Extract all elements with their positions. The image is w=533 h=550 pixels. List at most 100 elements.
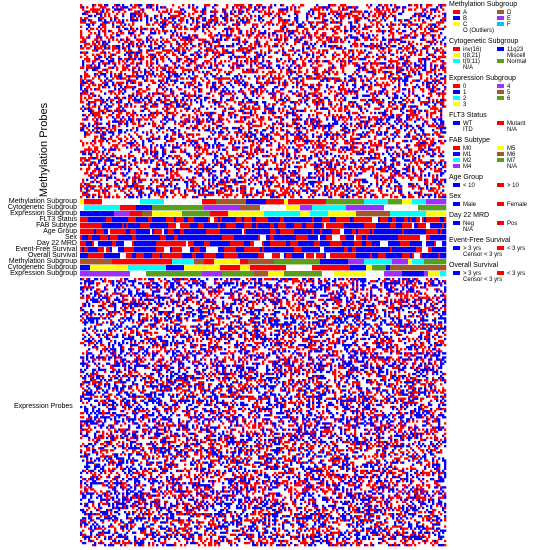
methylation-cell xyxy=(260,21,263,24)
methylation-cell xyxy=(134,19,137,22)
methylation-cell xyxy=(232,49,235,52)
methylation-cell xyxy=(134,122,137,126)
methylation-cell xyxy=(114,14,117,18)
methylation-cell xyxy=(156,103,159,106)
methylation-cell xyxy=(408,4,411,7)
methylation-cell xyxy=(384,88,387,91)
methylation-cell xyxy=(136,10,139,13)
methylation-cell xyxy=(170,90,173,93)
methylation-cell xyxy=(442,66,445,69)
methylation-cell xyxy=(288,75,291,78)
methylation-cell xyxy=(222,53,225,57)
methylation-cell xyxy=(192,72,195,76)
methylation-cell xyxy=(400,126,403,130)
methylation-cell xyxy=(270,6,273,9)
methylation-cell xyxy=(170,66,173,69)
methylation-cell xyxy=(278,8,281,11)
methylation-cell xyxy=(354,92,357,95)
methylation-cell xyxy=(326,124,329,128)
methylation-cell xyxy=(140,70,143,74)
methylation-cell xyxy=(398,32,401,35)
methylation-cell xyxy=(176,49,179,52)
methylation-cell xyxy=(352,51,355,54)
methylation-cell xyxy=(280,111,283,115)
methylation-cell xyxy=(414,105,417,108)
methylation-cell xyxy=(382,55,385,59)
methylation-cell xyxy=(424,101,427,104)
methylation-cell xyxy=(240,124,243,128)
methylation-cell xyxy=(272,90,275,93)
methylation-cell xyxy=(352,88,355,91)
methylation-cell xyxy=(150,16,153,20)
methylation-cell xyxy=(120,75,123,78)
methylation-cell xyxy=(88,109,91,113)
methylation-cell xyxy=(214,81,217,85)
methylation-cell xyxy=(232,6,235,9)
methylation-cell xyxy=(114,120,117,123)
methylation-cell xyxy=(110,109,113,113)
methylation-cell xyxy=(312,85,315,89)
methylation-cell xyxy=(148,72,151,76)
methylation-cell xyxy=(80,85,83,89)
methylation-cell xyxy=(406,62,409,65)
methylation-cell xyxy=(280,25,283,29)
methylation-cell xyxy=(140,38,143,41)
methylation-cell xyxy=(360,34,363,37)
methylation-cell xyxy=(286,8,289,11)
methylation-cell xyxy=(370,29,373,33)
methylation-cell xyxy=(140,109,143,113)
methylation-cell xyxy=(90,79,93,82)
methylation-cell xyxy=(194,92,197,95)
methylation-cell xyxy=(420,101,423,104)
methylation-cell xyxy=(258,6,261,9)
methylation-cell xyxy=(324,42,327,46)
methylation-cell xyxy=(262,8,265,11)
methylation-cell xyxy=(344,12,347,16)
methylation-cell xyxy=(422,36,425,39)
methylation-cell xyxy=(366,16,369,20)
methylation-cell xyxy=(328,124,331,128)
methylation-cell xyxy=(408,98,411,102)
methylation-cell xyxy=(422,34,425,37)
methylation-cell xyxy=(230,98,233,102)
methylation-cell xyxy=(312,62,315,65)
methylation-cell xyxy=(352,36,355,39)
methylation-cell xyxy=(344,77,347,80)
methylation-cell xyxy=(106,42,109,46)
methylation-cell xyxy=(118,103,121,106)
methylation-cell xyxy=(430,92,433,95)
methylation-cell xyxy=(142,27,145,31)
methylation-cell xyxy=(222,34,225,37)
methylation-cell xyxy=(328,88,331,91)
methylation-cell xyxy=(242,19,245,22)
methylation-cell xyxy=(120,77,123,80)
methylation-cell xyxy=(298,135,301,138)
methylation-cell xyxy=(240,118,243,121)
methylation-cell xyxy=(126,38,129,41)
methylation-cell xyxy=(316,8,319,11)
methylation-cell xyxy=(196,126,199,130)
methylation-cell xyxy=(86,27,89,31)
methylation-cell xyxy=(166,10,169,13)
methylation-cell xyxy=(144,14,147,18)
methylation-cell xyxy=(158,51,161,54)
methylation-cell xyxy=(104,21,107,24)
methylation-cell xyxy=(98,126,101,130)
methylation-cell xyxy=(350,137,353,141)
methylation-cell xyxy=(164,16,167,20)
methylation-cell xyxy=(182,12,185,16)
methylation-cell xyxy=(122,107,125,110)
methylation-cell xyxy=(146,118,149,121)
methylation-cell xyxy=(302,29,305,33)
methylation-cell xyxy=(210,42,213,46)
methylation-cell xyxy=(410,16,413,20)
methylation-cell xyxy=(438,49,441,52)
methylation-cell xyxy=(396,96,399,100)
methylation-cell xyxy=(316,101,319,104)
methylation-cell xyxy=(180,88,183,91)
methylation-cell xyxy=(380,133,383,136)
methylation-cell xyxy=(428,4,431,7)
methylation-cell xyxy=(126,60,129,63)
methylation-cell xyxy=(84,19,87,22)
methylation-cell xyxy=(198,16,201,20)
